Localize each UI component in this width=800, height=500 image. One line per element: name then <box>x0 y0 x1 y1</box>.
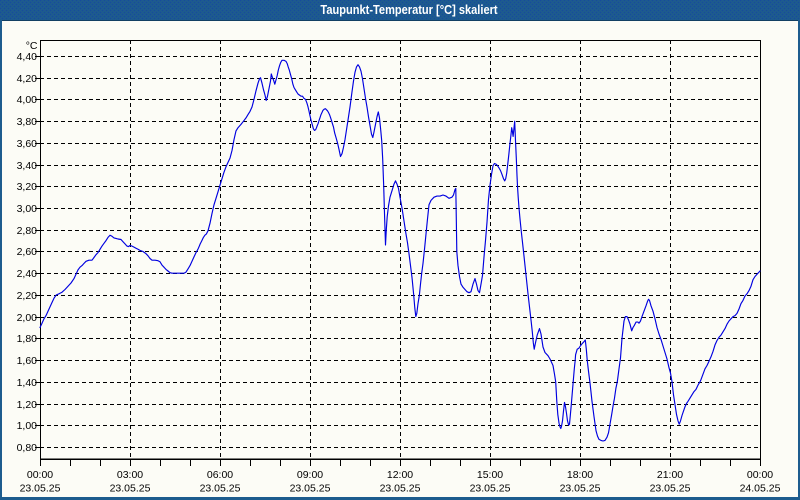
svg-text:2,60: 2,60 <box>17 246 38 258</box>
svg-text:1,00: 1,00 <box>17 420 38 432</box>
svg-text:23.05.25: 23.05.25 <box>110 483 151 495</box>
svg-text:4,00: 4,00 <box>17 94 38 106</box>
svg-text:23.05.25: 23.05.25 <box>560 483 601 495</box>
svg-text:3,00: 3,00 <box>17 203 38 215</box>
svg-text:1,80: 1,80 <box>17 333 38 345</box>
svg-text:23.05.25: 23.05.25 <box>380 483 421 495</box>
svg-text:23.05.25: 23.05.25 <box>200 483 241 495</box>
svg-text:3,40: 3,40 <box>17 160 38 172</box>
svg-text:0,80: 0,80 <box>17 442 38 454</box>
svg-text:23.05.25: 23.05.25 <box>470 483 511 495</box>
svg-text:00:00: 00:00 <box>747 469 773 481</box>
svg-text:2,00: 2,00 <box>17 312 38 324</box>
svg-text:23.05.25: 23.05.25 <box>650 483 691 495</box>
svg-text:23.05.25: 23.05.25 <box>290 483 331 495</box>
svg-text:3,60: 3,60 <box>17 138 38 150</box>
svg-text:15:00: 15:00 <box>477 469 503 481</box>
svg-text:°C: °C <box>26 40 38 52</box>
svg-text:18:00: 18:00 <box>567 469 593 481</box>
svg-text:09:00: 09:00 <box>297 469 323 481</box>
svg-text:3,20: 3,20 <box>17 181 38 193</box>
svg-text:4,20: 4,20 <box>17 73 38 85</box>
svg-text:23.05.25: 23.05.25 <box>20 483 61 495</box>
svg-text:1,60: 1,60 <box>17 355 38 367</box>
svg-text:2,20: 2,20 <box>17 290 38 302</box>
svg-text:1,20: 1,20 <box>17 399 38 411</box>
svg-text:24.05.25: 24.05.25 <box>740 483 781 495</box>
svg-text:12:00: 12:00 <box>387 469 413 481</box>
svg-text:4,40: 4,40 <box>17 51 38 63</box>
svg-text:2,40: 2,40 <box>17 268 38 280</box>
svg-text:2,80: 2,80 <box>17 225 38 237</box>
svg-text:06:00: 06:00 <box>207 469 233 481</box>
svg-text:03:00: 03:00 <box>117 469 143 481</box>
svg-text:00:00: 00:00 <box>27 469 53 481</box>
svg-text:1,40: 1,40 <box>17 377 38 389</box>
svg-text:21:00: 21:00 <box>657 469 683 481</box>
svg-text:3,80: 3,80 <box>17 116 38 128</box>
